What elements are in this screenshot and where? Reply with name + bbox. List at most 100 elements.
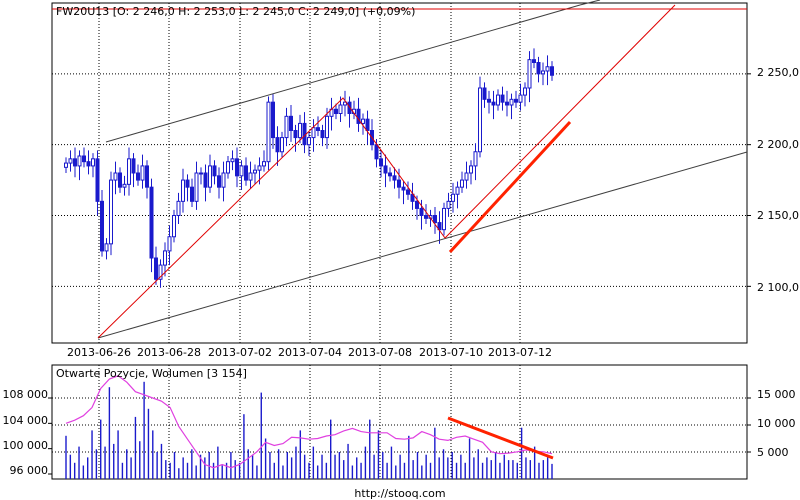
candle-body [491,101,496,106]
candle-body [401,186,406,191]
candle-body [298,122,302,139]
volume-left-tick-labels: 108 000 104 000 100 000 96 000 [3,388,49,477]
candle-body [473,151,478,167]
candle-body [451,193,455,202]
price-candles [64,48,554,288]
candle-body [424,215,428,219]
candle-body [541,70,545,75]
candle-body [500,94,505,103]
left-tick-label: 100 000 [3,439,49,452]
candle-body [113,172,118,181]
candle-body [410,193,415,202]
left-tick-label: 104 000 [3,414,49,427]
candle-body [109,179,113,245]
y-tick-label: 2 200,0 [757,138,799,151]
candle-body [154,257,158,280]
highlight-trend-line [448,120,572,254]
candle-body [374,144,379,160]
candle-body [68,158,73,164]
candle-body [392,175,397,181]
candle-body [163,250,167,266]
candle-body [145,165,149,188]
candle-body [388,172,392,177]
candle-body [545,66,550,72]
candle-body [239,165,244,177]
left-tick-label: 108 000 [3,388,49,401]
candle-body [518,94,523,103]
candle-body [509,98,514,106]
candle-body [347,101,352,114]
candle-body [482,87,487,100]
right-tick-label: 10 000 [757,417,796,430]
volume-header: Otwarte Pozycje, Wolumen [3 154] [56,367,247,380]
candle-body [478,87,482,153]
candle-body [280,137,284,153]
candle-body [311,127,316,139]
candle-body [212,165,217,177]
candle-body [190,186,194,202]
candle-body [77,155,82,167]
candle-body [167,236,172,252]
candle-body [86,161,91,167]
candle-body [379,158,383,167]
candle-body [514,98,518,103]
candle-body [226,161,230,174]
candle-body [127,158,131,185]
x-tick-label: 2013-07-08 [348,346,412,359]
candle-body [257,165,262,171]
right-tick-label: 15 000 [757,388,796,401]
channel-lower-line [97,151,748,339]
candle-body [433,215,437,224]
candle-body [221,172,226,188]
candle-body [95,158,100,202]
candle-body [181,179,185,202]
candle-body [442,207,446,231]
candle-body [469,165,473,174]
trend-support-line [444,4,676,239]
candle-body [406,189,410,195]
channel-lines [97,0,748,339]
candle-body [338,104,343,114]
candle-body [140,165,145,181]
y-tick-label: 2 100,0 [757,281,799,294]
candle-body [496,94,500,106]
x-tick-label: 2013-07-02 [208,346,272,359]
candle-body [217,175,221,188]
candle-body [248,172,253,181]
candle-body [550,66,554,76]
right-tick-label: 5 000 [757,446,789,459]
candle-body [356,108,361,124]
candle-body [325,115,329,139]
candle-body [536,62,541,75]
x-tick-label: 2013-07-04 [278,346,342,359]
y-tick-label: 2 250,0 [757,66,799,79]
candle-body [284,115,289,139]
volume-right-tick-labels: 15 000 10 000 5 000 [757,388,796,459]
candle-body [185,179,190,188]
candle-body [361,118,365,124]
channel-upper-extension [579,0,601,6]
candle-body [208,165,212,188]
price-y-tick-labels: 2 250,0 2 200,0 2 150,0 2 100,0 [757,66,799,294]
candle-body [262,161,266,167]
x-tick-label: 2013-06-28 [137,346,201,359]
candle-body [365,118,370,131]
candle-body [523,87,527,96]
candle-body [244,165,248,181]
candle-body [505,101,509,106]
volume-bars [65,381,553,479]
candle-body [64,162,68,168]
candle-body [73,158,77,167]
candle-body [446,200,451,209]
candle-body [158,264,163,280]
x-tick-label: 2013-06-26 [67,346,131,359]
price-grid [52,3,747,343]
candle-body [253,169,257,174]
candle-body [464,172,469,181]
candle-body [275,137,280,153]
price-x-tick-labels: 2013-06-26 2013-06-28 2013-07-02 2013-07… [67,346,552,359]
candle-body [199,172,203,175]
channel-upper-line [105,4,581,143]
candle-body [131,158,136,174]
